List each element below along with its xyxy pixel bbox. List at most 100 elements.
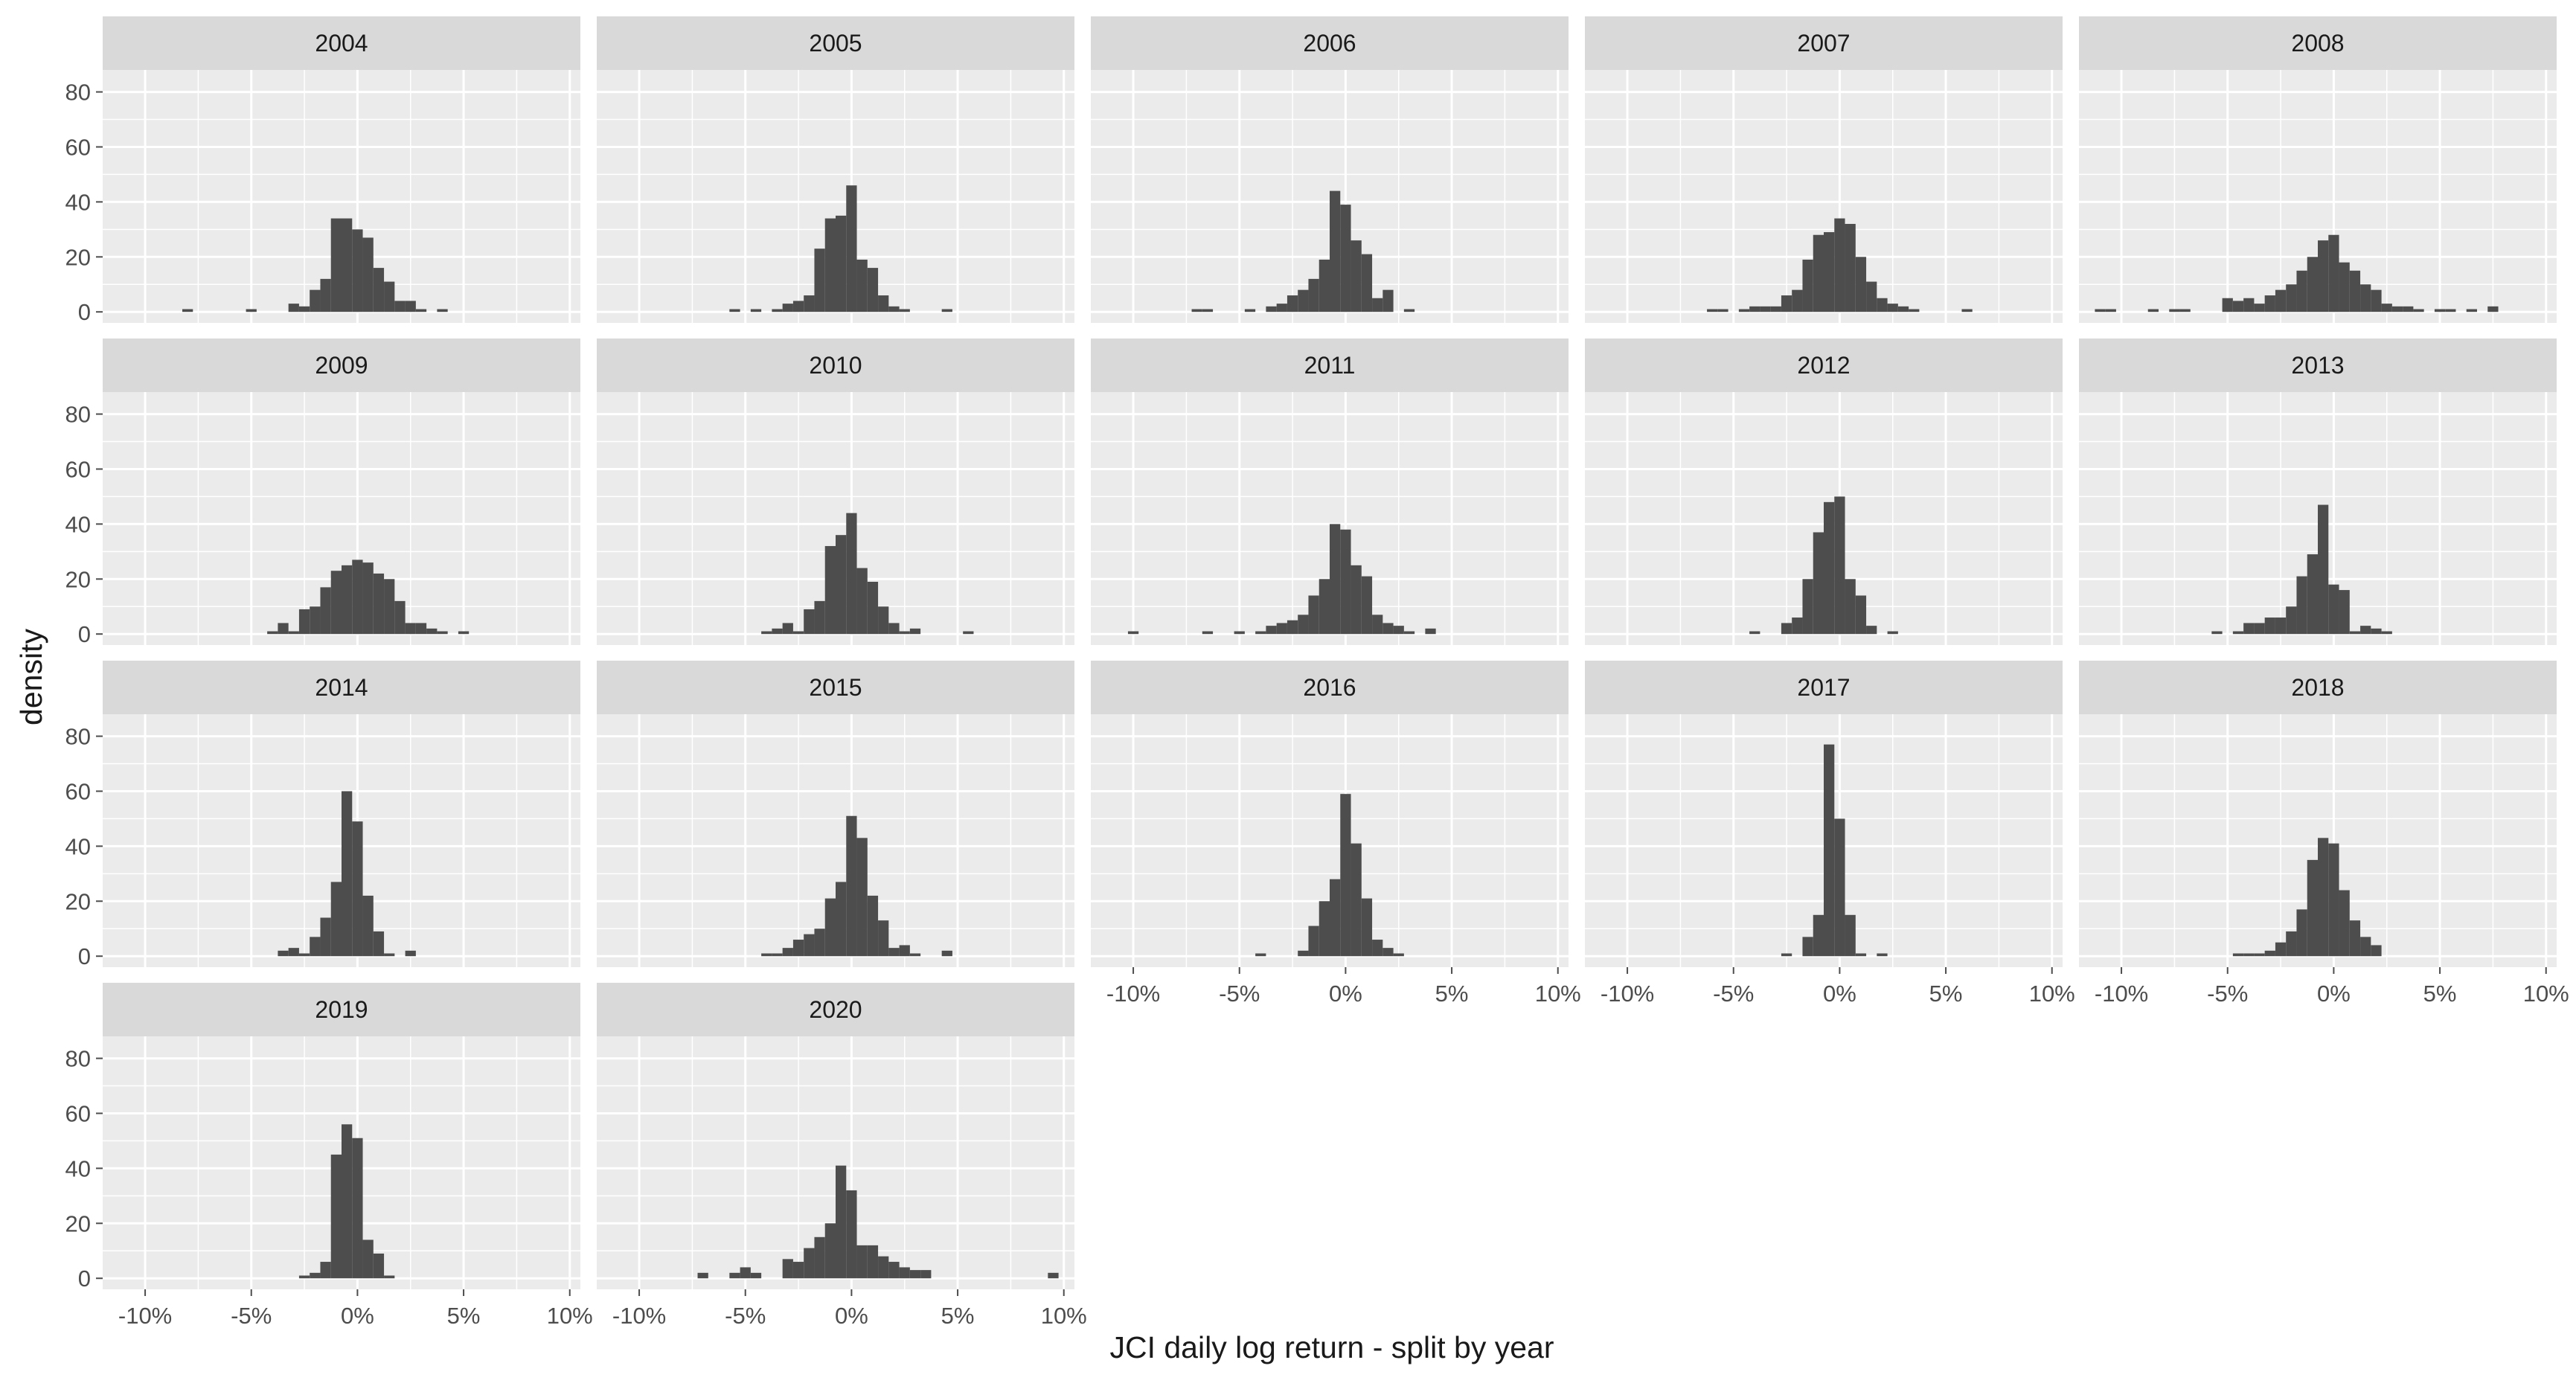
- histogram-bar: [1351, 843, 1362, 957]
- histogram-bar: [782, 948, 793, 957]
- facet-panel-2006: 2006: [1091, 16, 1569, 323]
- histogram-bar: [2318, 838, 2329, 957]
- histogram-bar: [2296, 270, 2307, 312]
- histogram-bar: [782, 623, 793, 635]
- histogram-bar: [899, 945, 910, 957]
- histogram-bar: [330, 218, 342, 312]
- histogram-bar: [2328, 234, 2339, 312]
- histogram-bar: [2328, 584, 2339, 635]
- histogram-bar: [437, 309, 448, 312]
- histogram-bar: [362, 562, 374, 635]
- histogram-bar: [1393, 626, 1404, 635]
- histogram-bar: [824, 218, 836, 312]
- histogram-bar: [1340, 794, 1351, 957]
- x-tick-label: -5%: [2207, 981, 2248, 1007]
- histogram-bar: [2275, 289, 2287, 312]
- facet-strip-label: 2019: [315, 996, 368, 1023]
- histogram-bar: [1717, 309, 1728, 312]
- facet-strip-label: 2004: [315, 30, 368, 57]
- histogram-bar: [352, 559, 363, 635]
- histogram-bar: [405, 301, 416, 312]
- histogram-bar: [909, 953, 921, 957]
- histogram-bar: [2222, 298, 2233, 312]
- facet-strip: [103, 983, 580, 1036]
- histogram-bar: [437, 631, 448, 635]
- histogram-bar: [2286, 606, 2297, 635]
- facet-panel-2013: 2013: [2079, 339, 2557, 645]
- histogram-bar: [2371, 945, 2382, 957]
- histogram-bar: [2434, 309, 2446, 312]
- y-tick-label: 40: [65, 833, 91, 859]
- histogram-bar: [288, 948, 299, 957]
- histogram-bar: [1330, 524, 1341, 635]
- histogram-bar: [2243, 298, 2255, 312]
- facet-strip-label: 2012: [1797, 352, 1850, 379]
- histogram-bar: [1877, 953, 1888, 957]
- histogram-bar: [2339, 262, 2350, 312]
- histogram-bar: [1781, 623, 1792, 635]
- x-tick-label: 5%: [1435, 981, 1469, 1007]
- histogram-bar: [1372, 615, 1383, 635]
- histogram-bar: [352, 1138, 363, 1279]
- facet-strip: [597, 661, 1074, 714]
- histogram-bar: [1403, 631, 1415, 635]
- histogram-bar: [246, 309, 257, 312]
- histogram-bar: [1298, 615, 1309, 635]
- histogram-bar: [856, 838, 868, 957]
- histogram-bar: [1425, 628, 1436, 635]
- histogram-bar: [963, 631, 974, 635]
- histogram-bar: [2307, 257, 2318, 312]
- facet-panel-2012: 2012: [1585, 339, 2063, 645]
- histogram-bar: [1855, 953, 1867, 957]
- histogram-bar: [792, 1262, 804, 1279]
- histogram-bar: [394, 301, 406, 312]
- histogram-bar: [2381, 304, 2392, 312]
- histogram-bar: [1855, 257, 1867, 312]
- histogram-bar: [888, 948, 900, 957]
- x-tick-label: -10%: [1601, 981, 1654, 1007]
- histogram-bar: [362, 895, 374, 957]
- facet-panel-2016: 2016 -10% -5% 0% 5% 10%: [1091, 661, 1581, 1007]
- histogram-bar: [899, 309, 910, 312]
- facet-strip-label: 2015: [809, 674, 862, 701]
- facet-strip: [2079, 339, 2557, 392]
- histogram-bar: [1202, 631, 1214, 635]
- histogram-bar: [1802, 260, 1813, 312]
- histogram-bar: [1191, 309, 1202, 312]
- facet-panel-2007: 2007: [1585, 16, 2063, 323]
- histogram-bar: [1393, 953, 1404, 957]
- histogram-bar: [320, 917, 331, 957]
- histogram-bar: [772, 953, 783, 957]
- facet-panel-2009: 2009 0 20 40 60 80: [65, 339, 580, 647]
- histogram-bar: [2445, 309, 2456, 312]
- histogram-bar: [920, 1270, 932, 1279]
- x-tick-label: 0%: [2317, 981, 2351, 1007]
- histogram-bar: [1855, 595, 1867, 635]
- histogram-bar: [2307, 554, 2318, 635]
- histogram-bar: [1361, 898, 1373, 957]
- histogram-bar: [909, 1270, 921, 1279]
- facet-strip: [1585, 339, 2063, 392]
- facet-panel-2004: 2004 0 20 40 60 80: [65, 16, 580, 325]
- histogram-bar: [1276, 304, 1287, 312]
- histogram-bar: [1813, 914, 1824, 957]
- histogram-bar: [878, 606, 889, 635]
- facet-strip-label: 2009: [315, 352, 368, 379]
- histogram-bar: [373, 1253, 385, 1279]
- y-tick-label: 20: [65, 244, 91, 270]
- histogram-bar: [2360, 937, 2371, 957]
- histogram-bar: [1897, 306, 1909, 312]
- y-tick-label: 60: [65, 134, 91, 160]
- facet-strip-label: 2020: [809, 996, 862, 1023]
- histogram-bar: [2360, 284, 2371, 312]
- histogram-bar: [1340, 529, 1351, 635]
- histogram-bar: [2296, 576, 2307, 635]
- histogram-bar: [697, 1272, 708, 1279]
- histogram-bar: [2147, 309, 2159, 312]
- facet-panel-2020: 2020 -10% -5% 0% 5% 10%: [597, 983, 1087, 1329]
- histogram-bar: [1266, 626, 1277, 635]
- histogram-bar: [941, 309, 952, 312]
- facet-panel-2014: 2014 0 20 40 60 80: [65, 661, 580, 969]
- histogram-bar: [1244, 309, 1256, 312]
